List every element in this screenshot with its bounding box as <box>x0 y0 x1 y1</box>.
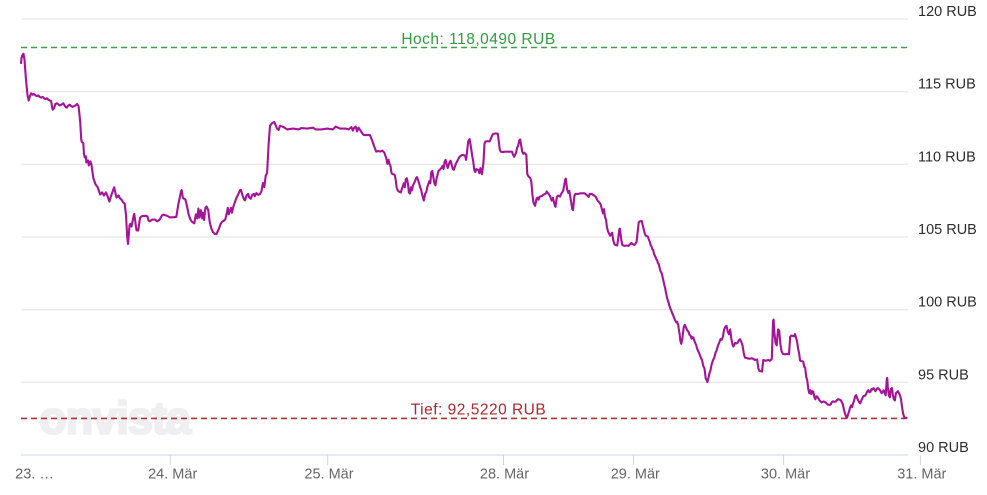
svg-text:90 RUB: 90 RUB <box>918 440 969 456</box>
svg-text:95 RUB: 95 RUB <box>918 367 969 383</box>
svg-text:29. Mär: 29. Mär <box>611 467 660 483</box>
svg-text:28. Mär: 28. Mär <box>480 467 529 483</box>
svg-text:110 RUB: 110 RUB <box>918 149 976 165</box>
svg-text:105 RUB: 105 RUB <box>918 222 977 238</box>
svg-text:Hoch: 118,0490 RUB: Hoch: 118,0490 RUB <box>401 31 555 48</box>
svg-text:31. Mär: 31. Mär <box>897 467 946 483</box>
svg-text:30. Mär: 30. Mär <box>761 467 810 483</box>
svg-text:23. …: 23. … <box>15 467 54 483</box>
svg-text:24. Mär: 24. Mär <box>148 467 197 483</box>
svg-text:100 RUB: 100 RUB <box>918 295 977 311</box>
svg-text:115 RUB: 115 RUB <box>918 77 976 93</box>
svg-text:25. Mär: 25. Mär <box>304 467 353 483</box>
svg-text:120 RUB: 120 RUB <box>918 4 977 20</box>
svg-text:Tief: 92,5220 RUB: Tief: 92,5220 RUB <box>411 402 546 419</box>
